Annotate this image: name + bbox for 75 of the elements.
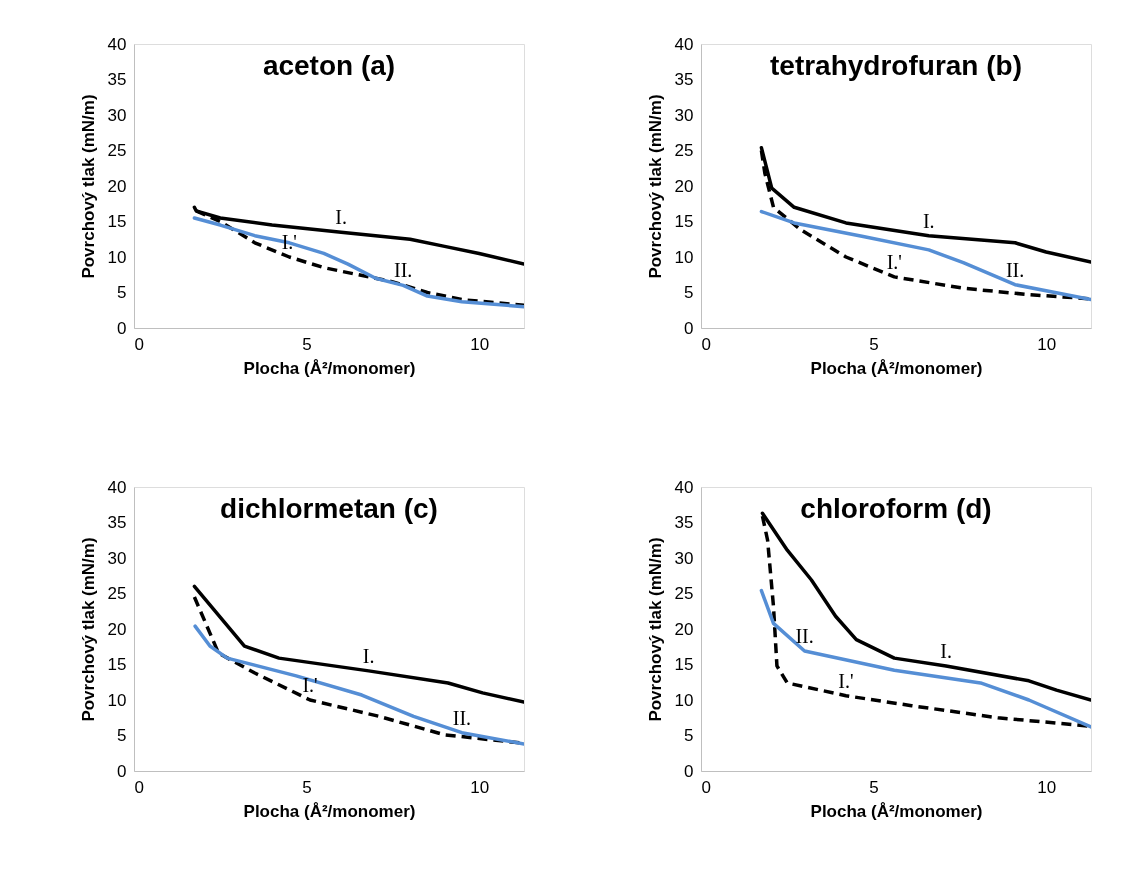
x-tick-label: 10 (1037, 334, 1057, 354)
chart-title: aceton (a) (262, 50, 396, 81)
chart-title: dichlormetan (c) (220, 493, 438, 524)
y-tick-label: 15 (107, 212, 127, 231)
y-tick-label: 25 (107, 141, 127, 160)
annotation: I. (335, 206, 347, 229)
y-tick-label: 25 (674, 141, 694, 160)
y-tick-label: 5 (684, 283, 694, 302)
x-tick-label: 5 (302, 777, 312, 797)
x-tick-label: 5 (869, 334, 879, 354)
chart-title: chloroform (d) (800, 493, 992, 524)
x-tick-label: 10 (470, 777, 490, 797)
y-axis-title: Povrchový tlak (mN/m) (78, 94, 98, 279)
x-tick-label: 0 (134, 777, 144, 797)
annotation: II. (452, 706, 472, 729)
x-tick-label: 10 (1037, 777, 1057, 797)
x-axis-title: Plocha (Å²/monomer) (243, 801, 416, 821)
x-axis-title: Plocha (Å²/monomer) (810, 358, 983, 378)
y-tick-label: 5 (684, 726, 694, 745)
x-tick-label: 0 (701, 334, 711, 354)
y-tick-label: 40 (674, 477, 694, 497)
y-tick-label: 30 (107, 105, 127, 125)
annotation: II. (795, 625, 814, 648)
y-tick-label: 25 (674, 584, 694, 603)
x-tick-label: 5 (869, 777, 879, 797)
y-tick-label: 35 (674, 70, 694, 89)
y-tick-label: 20 (107, 619, 127, 639)
x-tick-label: 5 (302, 334, 312, 354)
y-tick-label: 10 (107, 247, 127, 267)
y-tick-label: 10 (674, 690, 694, 710)
y-tick-label: 15 (107, 655, 127, 674)
y-tick-label: 30 (674, 105, 694, 125)
annotation: I.' (886, 250, 902, 273)
annotation: I. (922, 209, 935, 232)
annotation: I.' (302, 674, 318, 696)
y-axis-title: Povrchový tlak (mN/m) (645, 537, 665, 722)
y-tick-label: 15 (674, 655, 694, 674)
annotation: I. (940, 639, 952, 662)
y-tick-label: 35 (107, 70, 127, 89)
y-tick-label: 40 (107, 34, 127, 54)
y-tick-label: 35 (107, 513, 127, 532)
y-tick-label: 5 (117, 283, 127, 302)
y-tick-label: 20 (674, 176, 694, 196)
y-tick-label: 40 (674, 34, 694, 54)
chart-title: tetrahydrofuran (b) (770, 50, 1022, 81)
y-tick-label: 0 (117, 318, 127, 338)
line-series (759, 209, 1091, 302)
y-axis-title: Povrchový tlak (mN/m) (645, 94, 665, 279)
y-tick-label: 10 (674, 247, 694, 267)
y-tick-label: 15 (674, 212, 694, 231)
line-series (193, 624, 524, 746)
annotation: II. (1005, 258, 1025, 281)
y-tick-label: 0 (117, 761, 127, 781)
annotation: I.' (838, 669, 854, 692)
line-series (192, 584, 524, 704)
x-tick-label: 10 (470, 334, 490, 354)
y-tick-label: 40 (107, 477, 127, 497)
y-tick-label: 20 (107, 176, 127, 196)
y-tick-label: 25 (107, 584, 127, 603)
y-tick-label: 30 (674, 548, 694, 568)
annotation: I. (362, 644, 375, 667)
x-axis-title: Plocha (Å²/monomer) (810, 801, 983, 821)
x-tick-label: 0 (701, 777, 711, 797)
y-tick-label: 20 (674, 619, 694, 639)
y-axis-title: Povrchový tlak (mN/m) (78, 537, 98, 722)
x-axis-title: Plocha (Å²/monomer) (243, 358, 416, 378)
annotation: II. (394, 259, 413, 282)
y-tick-label: 0 (684, 318, 694, 338)
y-tick-label: 10 (107, 690, 127, 710)
x-tick-label: 0 (134, 334, 144, 354)
y-tick-label: 0 (684, 761, 694, 781)
line-series (759, 588, 1091, 729)
y-tick-label: 35 (674, 513, 694, 532)
y-tick-label: 30 (107, 548, 127, 568)
y-tick-label: 5 (117, 726, 127, 745)
